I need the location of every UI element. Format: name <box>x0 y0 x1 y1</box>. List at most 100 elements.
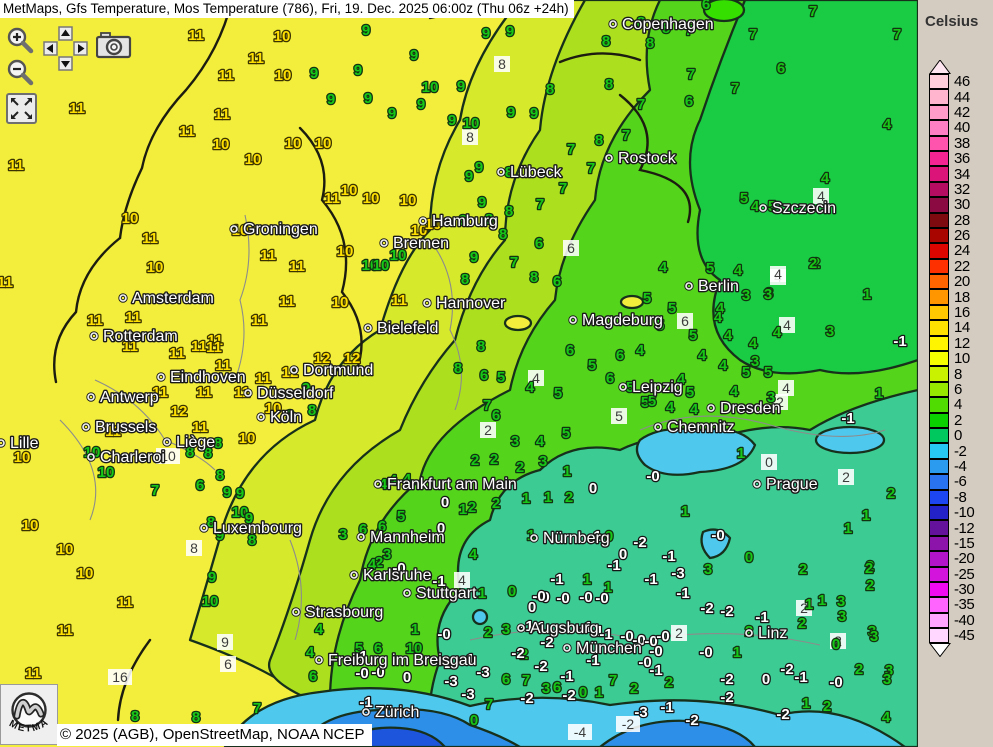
pan-right-icon[interactable] <box>73 41 88 56</box>
temp-value: -2 <box>633 534 646 551</box>
legend-swatch <box>929 135 949 151</box>
temp-value: 9 <box>448 112 456 129</box>
legend-band: -40 <box>929 611 975 629</box>
city-marker <box>364 324 372 332</box>
pan-up-icon[interactable] <box>58 26 73 41</box>
temp-value: 2 <box>468 499 476 516</box>
city-marker <box>157 373 165 381</box>
legend-band: 10 <box>929 351 974 367</box>
temp-value: 7 <box>510 254 518 271</box>
temp-value: -2 <box>685 712 698 729</box>
temp-value: 10 <box>337 243 354 260</box>
temp-value: 7 <box>522 672 530 689</box>
temp-value: 7 <box>609 672 617 689</box>
contour-label: 10 <box>160 448 176 464</box>
contour-label: 8 <box>190 540 198 556</box>
temp-value: 8 <box>505 164 513 181</box>
legend-swatch <box>929 397 949 413</box>
legend-swatch <box>929 612 949 629</box>
temp-value: 10 <box>422 79 439 96</box>
temp-value: 11 <box>8 157 24 174</box>
temp-value: 4 <box>389 472 398 489</box>
contour-label: -2 <box>622 716 635 732</box>
legend-swatch <box>929 489 949 505</box>
pan-down-icon[interactable] <box>58 56 73 71</box>
legend-band: 26 <box>929 227 974 244</box>
city-label: Brussels <box>95 419 156 436</box>
legend-label: 0 <box>954 427 962 445</box>
legend-swatch <box>929 212 949 228</box>
pan-control[interactable] <box>43 26 88 76</box>
temp-value: 8 <box>595 132 603 149</box>
temp-value: -1 <box>579 619 592 636</box>
temp-value: 1 <box>844 520 852 537</box>
temp-value: 11 <box>117 594 133 611</box>
legend-title: Celsius <box>925 13 979 30</box>
temp-value: 9 <box>223 484 231 501</box>
temp-value: 4 <box>734 262 743 279</box>
temp-value: 7 <box>151 482 159 499</box>
temp-value: 1 <box>459 501 467 518</box>
zoom-in-button[interactable] <box>6 26 34 59</box>
contour-label-box <box>813 188 829 204</box>
temp-value: 11 <box>105 423 121 440</box>
temp-value: 3 <box>502 621 510 638</box>
temp-value: -0 <box>699 644 712 661</box>
temp-value: 2 <box>798 615 806 632</box>
legend-label: 44 <box>954 88 970 106</box>
city-marker <box>753 480 761 488</box>
zoom-out-button[interactable] <box>6 58 34 91</box>
city-marker <box>257 413 265 421</box>
legend-band: 20 <box>929 273 974 291</box>
metmaps-logo: METMAPS <box>0 677 58 745</box>
legend-band: 42 <box>929 104 974 121</box>
snapshot-button[interactable] <box>95 31 132 64</box>
city-label: Leipzig <box>632 379 683 396</box>
temp-value: 9 <box>507 104 515 121</box>
temp-value: 0 <box>508 583 516 600</box>
legend-band: -25 <box>929 566 975 582</box>
legend-swatch <box>929 150 949 167</box>
pan-left-icon[interactable] <box>43 41 58 56</box>
contour-label-box <box>677 313 693 329</box>
temp-value: 1 <box>595 684 603 701</box>
temp-value: 8 <box>637 14 645 31</box>
legend-label: -40 <box>954 611 975 629</box>
contour-label: 4 <box>783 317 791 333</box>
legend-swatch <box>929 351 949 367</box>
temp-value: 11 <box>25 665 41 682</box>
temp-value: -1 <box>550 571 563 588</box>
legend-label: 20 <box>954 273 970 291</box>
temp-value: 4 <box>636 342 645 359</box>
temp-value: 7 <box>483 397 491 414</box>
legend-swatch <box>929 304 949 321</box>
temp-value: 8 <box>602 33 610 50</box>
contour-label: 2 <box>484 422 492 438</box>
temp-value: 3 <box>767 389 775 406</box>
temp-value: -2 <box>700 600 713 617</box>
legend-label: 46 <box>954 73 970 91</box>
temp-value: 9 <box>506 23 514 40</box>
legend-label: 36 <box>954 150 970 168</box>
temp-value: 5 <box>706 260 714 277</box>
temp-value: 11 <box>196 384 212 401</box>
temp-value: 0 <box>403 669 411 686</box>
temp-value: 10 <box>232 504 249 521</box>
temp-value: 3 <box>826 323 834 340</box>
legend-label: 40 <box>954 119 970 137</box>
temp-value: 11 <box>248 50 264 67</box>
temp-value: 7 <box>637 96 645 113</box>
temp-value: 11 <box>218 67 234 84</box>
temp-value: 11 <box>57 622 73 639</box>
legend-swatch <box>929 366 949 382</box>
fullscreen-button[interactable] <box>6 93 37 129</box>
temp-value: -0 <box>371 664 384 681</box>
temp-value: -2 <box>520 690 533 707</box>
temp-value: -3 <box>461 686 474 703</box>
temp-value: 6 <box>374 640 382 657</box>
city-label: Bremen <box>393 235 449 252</box>
legend-band: 22 <box>929 258 974 275</box>
city-label: Freiburg im Breisgau <box>328 652 477 669</box>
